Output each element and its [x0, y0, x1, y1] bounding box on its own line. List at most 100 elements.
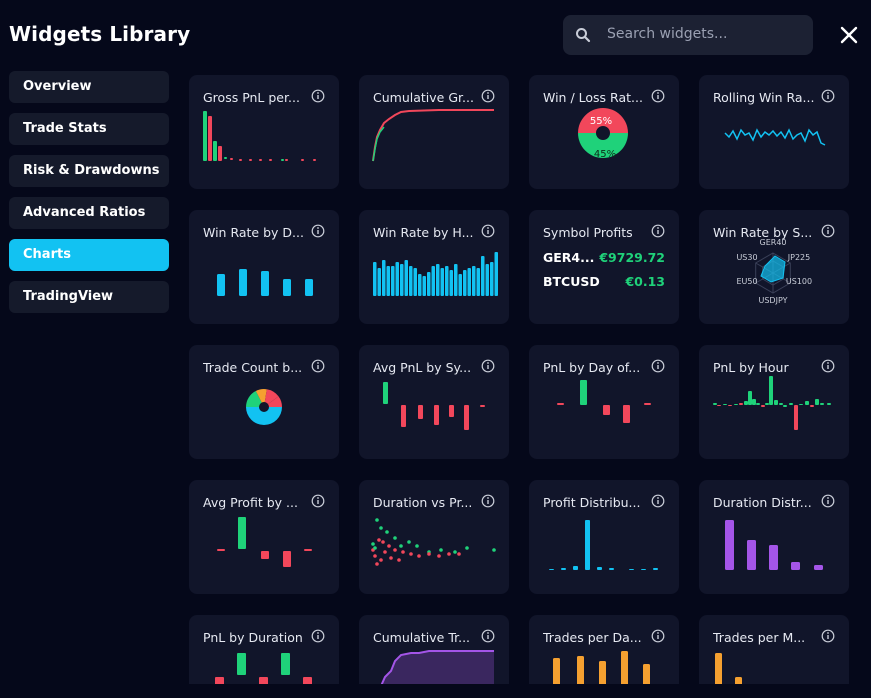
- widget-card[interactable]: Cumulative Gr...: [359, 75, 509, 189]
- chart-bar: [283, 551, 291, 567]
- info-icon[interactable]: [821, 224, 835, 238]
- widget-chart: [553, 651, 650, 684]
- chart-bar: [203, 111, 207, 161]
- widget-card[interactable]: Gross PnL per...: [189, 75, 339, 189]
- chart-bar: [454, 264, 458, 296]
- chart-bar: [769, 545, 778, 570]
- widget-card[interactable]: Win / Loss Rat... 55% 45%: [529, 75, 679, 189]
- widget-card[interactable]: Win Rate by D...: [189, 210, 339, 324]
- widget-card[interactable]: Avg Profit by ...: [189, 480, 339, 594]
- info-icon[interactable]: [311, 494, 325, 508]
- widget-card[interactable]: Profit Distribu...: [529, 480, 679, 594]
- chart-point: [379, 558, 383, 562]
- chart-bar: [783, 405, 787, 407]
- chart-bar: [774, 400, 778, 405]
- info-icon[interactable]: [311, 89, 325, 103]
- info-icon[interactable]: [481, 359, 495, 373]
- chart-point: [453, 550, 457, 554]
- chart-bar: [382, 260, 386, 296]
- chart-bar: [827, 403, 831, 405]
- info-icon[interactable]: [651, 359, 665, 373]
- info-icon[interactable]: [311, 629, 325, 643]
- info-icon[interactable]: [651, 494, 665, 508]
- chart-point: [377, 538, 381, 542]
- chart-bar: [621, 651, 628, 684]
- chart-bar: [377, 268, 381, 296]
- radar-label: JP225: [787, 253, 810, 262]
- info-icon[interactable]: [311, 224, 325, 238]
- widget-card[interactable]: Win Rate by S... GER40 JP225 US100 USDJPY EU5…: [699, 210, 849, 324]
- widget-chart: [371, 518, 496, 566]
- chart-bar: [261, 551, 269, 559]
- chart-point: [465, 546, 469, 550]
- widget-card[interactable]: Symbol Profits GER4... €9729.72 BTCUSD €0.13: [529, 210, 679, 324]
- loss-slice: [578, 108, 628, 133]
- info-icon[interactable]: [481, 494, 495, 508]
- chart-bar: [404, 260, 408, 296]
- widget-card[interactable]: Trades per M...: [699, 615, 849, 684]
- chart-line: [372, 109, 494, 162]
- info-icon[interactable]: [651, 89, 665, 103]
- radar-area: [760, 255, 786, 283]
- chart-point: [437, 554, 441, 558]
- info-icon[interactable]: [651, 224, 665, 238]
- chart-point: [415, 544, 419, 548]
- info-icon[interactable]: [481, 89, 495, 103]
- sidebar-item-trade-stats[interactable]: Trade Stats: [9, 113, 169, 145]
- info-icon[interactable]: [821, 494, 835, 508]
- widget-card[interactable]: Win Rate by H...: [359, 210, 509, 324]
- info-icon[interactable]: [481, 224, 495, 238]
- chart-point: [373, 554, 377, 558]
- chart-bar: [557, 403, 564, 405]
- chart-slice: [264, 389, 279, 407]
- chart-bar: [413, 268, 417, 296]
- chart-bar: [449, 270, 453, 296]
- widget-card[interactable]: PnL by Hour: [699, 345, 849, 459]
- widget-card[interactable]: Avg PnL by Sy...: [359, 345, 509, 459]
- widget-card[interactable]: Trades per Da...: [529, 615, 679, 684]
- sidebar-item-overview[interactable]: Overview: [9, 71, 169, 103]
- chart-point: [371, 542, 375, 546]
- sidebar-item-tradingview[interactable]: TradingView: [9, 281, 169, 313]
- widget-card[interactable]: Duration vs Pr...: [359, 480, 509, 594]
- radar-label: EU50: [736, 277, 757, 286]
- sidebar-item-risk-drawdowns[interactable]: Risk & Drawdowns: [9, 155, 169, 187]
- chart-point: [373, 546, 377, 550]
- chart-bar: [481, 256, 485, 296]
- widget-card[interactable]: Cumulative Tr...: [359, 615, 509, 684]
- chart-bar: [735, 677, 742, 684]
- chart-bar: [467, 268, 471, 296]
- widget-card[interactable]: PnL by Duration: [189, 615, 339, 684]
- chart-bar: [480, 405, 485, 407]
- search-icon: [576, 28, 591, 43]
- chart-bar: [259, 677, 268, 684]
- info-icon[interactable]: [821, 89, 835, 103]
- info-icon[interactable]: [481, 629, 495, 643]
- chart-point: [375, 562, 379, 566]
- chart-bar: [313, 159, 316, 161]
- widget-card[interactable]: Trade Count b...: [189, 345, 339, 459]
- widget-card[interactable]: Duration Distr...: [699, 480, 849, 594]
- close-icon[interactable]: [838, 24, 860, 46]
- chart-bar: [422, 276, 426, 296]
- info-icon[interactable]: [651, 629, 665, 643]
- info-icon[interactable]: [821, 629, 835, 643]
- widget-card[interactable]: PnL by Day of...: [529, 345, 679, 459]
- chart-bar: [305, 279, 313, 296]
- chart-slice: [246, 407, 282, 425]
- info-icon[interactable]: [311, 359, 325, 373]
- chart-bar: [249, 159, 252, 161]
- widget-card[interactable]: Rolling Win Ra...: [699, 75, 849, 189]
- chart-bar: [383, 382, 388, 404]
- win-pct-label: 45%: [594, 149, 616, 160]
- search-input[interactable]: Search widgets...: [563, 15, 813, 55]
- widget-chart: [725, 520, 823, 570]
- info-icon[interactable]: [821, 359, 835, 373]
- chart-line: [372, 126, 385, 162]
- sidebar-item-charts[interactable]: Charts: [9, 239, 169, 271]
- chart-bar: [391, 266, 395, 296]
- chart-bar: [748, 391, 752, 405]
- sidebar-item-advanced-ratios[interactable]: Advanced Ratios: [9, 197, 169, 229]
- chart-bar: [213, 141, 217, 161]
- widget-chart: [215, 653, 312, 684]
